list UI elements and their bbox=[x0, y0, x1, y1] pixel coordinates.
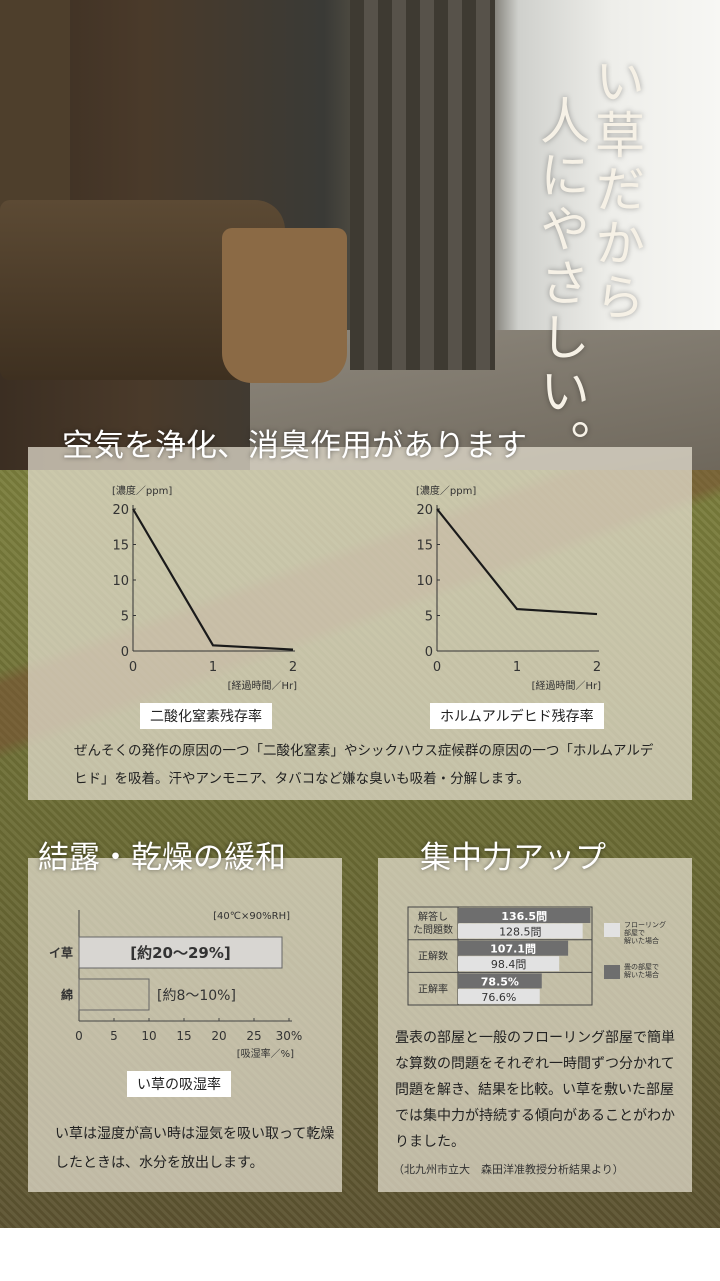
y-tick-label: 10 bbox=[112, 574, 129, 589]
legend-label: 畳の部屋で bbox=[624, 962, 659, 971]
y-tick-label: 5 bbox=[121, 610, 129, 625]
x-tick-label: 0 bbox=[129, 660, 137, 675]
y-tick-label: 5 bbox=[425, 610, 433, 625]
category-label: 正解率 bbox=[418, 982, 448, 995]
x-tick-label: 10 bbox=[141, 1029, 156, 1043]
bar-1 bbox=[458, 956, 560, 972]
section2-heading: 結露・乾燥の緩和 bbox=[38, 840, 286, 876]
bar-0 bbox=[458, 908, 591, 923]
x-axis-label: [経過時間／Hr] bbox=[532, 679, 602, 692]
x-tick-label: 20 bbox=[211, 1029, 226, 1043]
bar-1 bbox=[458, 923, 583, 939]
section2-description: い草は湿度が高い時は湿気を吸い取って乾燥したときは、水分を放出します。 bbox=[55, 1126, 335, 1172]
hero-title-col1: い草だから bbox=[587, 55, 645, 325]
data-label: [約20〜29%] bbox=[130, 944, 231, 962]
category-label: 綿 bbox=[61, 987, 73, 1002]
category-label: 解答し bbox=[418, 910, 448, 923]
bar-1 bbox=[458, 988, 540, 1004]
legend-swatch bbox=[604, 965, 620, 979]
section1-description: ぜんそくの発作の原因の一つ「二酸化窒素」やシックハウス症候群の原因の一つ「ホルム… bbox=[74, 743, 654, 788]
y-tick-label: 20 bbox=[416, 503, 433, 518]
data-label: 136.5問 bbox=[501, 910, 547, 923]
y-tick-label: 20 bbox=[112, 503, 129, 518]
hero-title-col2: 人にやさしい。 bbox=[532, 95, 590, 473]
y-axis-label: [濃度／ppm] bbox=[416, 484, 476, 497]
category-label: た問題数 bbox=[413, 923, 453, 936]
y-tick-label: 0 bbox=[121, 645, 129, 660]
curtain bbox=[350, 0, 495, 370]
y-tick-label: 0 bbox=[425, 645, 433, 660]
formaldehyde-chart-title: ホルムアルデヒド残存率 bbox=[430, 703, 604, 729]
table-frame bbox=[407, 906, 593, 1006]
room-photo bbox=[0, 0, 720, 470]
y-tick-label: 15 bbox=[416, 539, 433, 554]
data-label: 78.5% bbox=[481, 975, 519, 988]
section1-heading: 空気を浄化、消臭作用があります bbox=[62, 428, 527, 464]
data-label: 128.5問 bbox=[499, 926, 542, 939]
y-axis-label: [濃度／ppm] bbox=[112, 484, 172, 497]
y-tick-label: 10 bbox=[416, 574, 433, 589]
x-tick-label: 1 bbox=[209, 660, 217, 675]
x-tick-label: 0 bbox=[75, 1029, 83, 1043]
data-label: 98.4問 bbox=[491, 958, 527, 971]
formaldehyde-chart: [濃度／ppm] 0 5 10 15 20 0 1 2 [経過時間／Hr] bbox=[416, 484, 602, 692]
x-axis-label: [吸湿率／%] bbox=[237, 1047, 294, 1060]
data-label: [約8〜10%] bbox=[157, 988, 236, 1004]
x-tick-label: 2 bbox=[289, 660, 297, 675]
x-tick-label: 0 bbox=[433, 660, 441, 675]
x-tick-label: 2 bbox=[593, 660, 601, 675]
sofa-back bbox=[0, 0, 70, 215]
legend-label: 部屋で bbox=[624, 928, 645, 937]
absorption-chart: [40℃×90%RH] 0 5 10 15 20 25 30% [吸湿率／%] イ草 [約20〜29… bbox=[49, 910, 303, 1060]
section3-heading: 集中力アップ bbox=[420, 840, 606, 876]
section3-source: （北九州市立大 森田洋准教授分析結果より） bbox=[393, 1163, 624, 1176]
no2-chart: [濃度／ppm] 0 5 10 15 20 0 1 2 [経過時間／Hr] bbox=[112, 484, 298, 692]
data-line bbox=[132, 508, 294, 651]
x-axis-label: [経過時間／Hr] bbox=[228, 679, 298, 692]
bar-0 bbox=[78, 936, 283, 969]
section1-panel bbox=[28, 447, 692, 800]
plant-basket bbox=[222, 228, 347, 383]
x-tick-label: 5 bbox=[110, 1029, 118, 1043]
legend-swatch bbox=[604, 923, 620, 937]
section2-panel bbox=[28, 858, 342, 1192]
data-label: 107.1問 bbox=[490, 943, 536, 956]
category-label: 正解数 bbox=[418, 950, 448, 963]
data-label: 76.6% bbox=[481, 991, 516, 1004]
absorption-chart-title: い草の吸湿率 bbox=[127, 1071, 231, 1097]
x-tick-label: 30% bbox=[276, 1029, 303, 1043]
category-label: イ草 bbox=[49, 945, 73, 960]
y-tick-label: 15 bbox=[112, 539, 129, 554]
x-tick-label: 25 bbox=[246, 1029, 261, 1043]
section3-description: 畳表の部屋と一般のフローリング部屋で簡単な算数の問題をそれぞれ一時間ずつ分かれて… bbox=[395, 1030, 675, 1150]
legend-label: 解いた場合 bbox=[624, 936, 659, 945]
no2-chart-title: 二酸化窒素残存率 bbox=[140, 703, 272, 729]
legend-label: フローリング bbox=[624, 920, 666, 929]
bar-0 bbox=[458, 973, 542, 989]
data-line bbox=[436, 508, 598, 616]
x-tick-label: 1 bbox=[513, 660, 521, 675]
legend-label: 解いた場合 bbox=[624, 970, 659, 979]
bar-0 bbox=[458, 940, 569, 956]
page-bottom bbox=[0, 1228, 720, 1281]
chart-condition: [40℃×90%RH] bbox=[213, 911, 290, 922]
x-tick-label: 15 bbox=[176, 1029, 191, 1043]
bar-1 bbox=[78, 978, 150, 1011]
